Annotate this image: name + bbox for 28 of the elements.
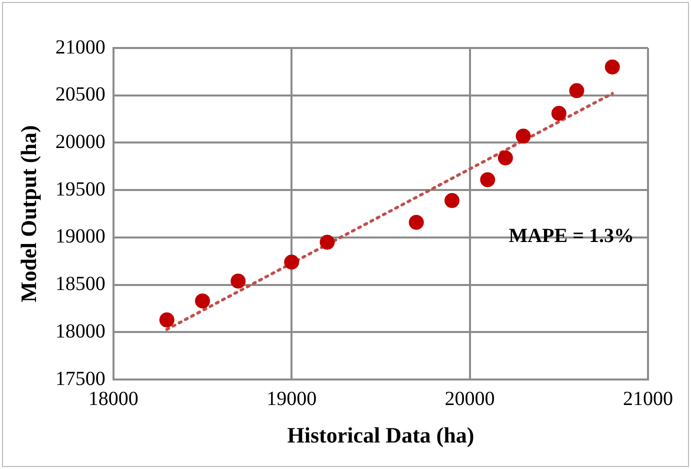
point <box>320 234 335 250</box>
y-tick-label: 17500 <box>55 368 106 390</box>
x-tick-label: 20000 <box>444 388 495 410</box>
point <box>551 106 566 121</box>
x-tick-label: 21000 <box>623 388 673 410</box>
point <box>408 214 424 230</box>
point <box>444 193 460 208</box>
point <box>569 83 584 98</box>
x-tick-label: 19000 <box>266 388 317 410</box>
y-tick-label: 19000 <box>55 226 106 248</box>
point <box>498 150 513 166</box>
y-tick-label: 20000 <box>55 130 106 153</box>
x-axis-title: Historical Data (ha) <box>287 422 474 448</box>
y-tick-label: 18500 <box>55 273 106 296</box>
y-axis-title: Model Output (ha) <box>16 125 41 302</box>
y-tick-label: 21000 <box>55 36 106 58</box>
point <box>159 312 174 328</box>
point <box>195 293 210 308</box>
point <box>230 274 246 289</box>
point <box>284 254 300 270</box>
point <box>516 128 531 144</box>
x-tick-label: 18000 <box>88 388 138 410</box>
point <box>604 59 620 74</box>
y-tick-label: 18000 <box>55 320 106 342</box>
y-tick-label: 20500 <box>55 84 106 106</box>
annotation: MAPE = 1.3% <box>508 225 634 248</box>
point <box>480 172 496 188</box>
y-tick-label: 19500 <box>55 178 106 200</box>
